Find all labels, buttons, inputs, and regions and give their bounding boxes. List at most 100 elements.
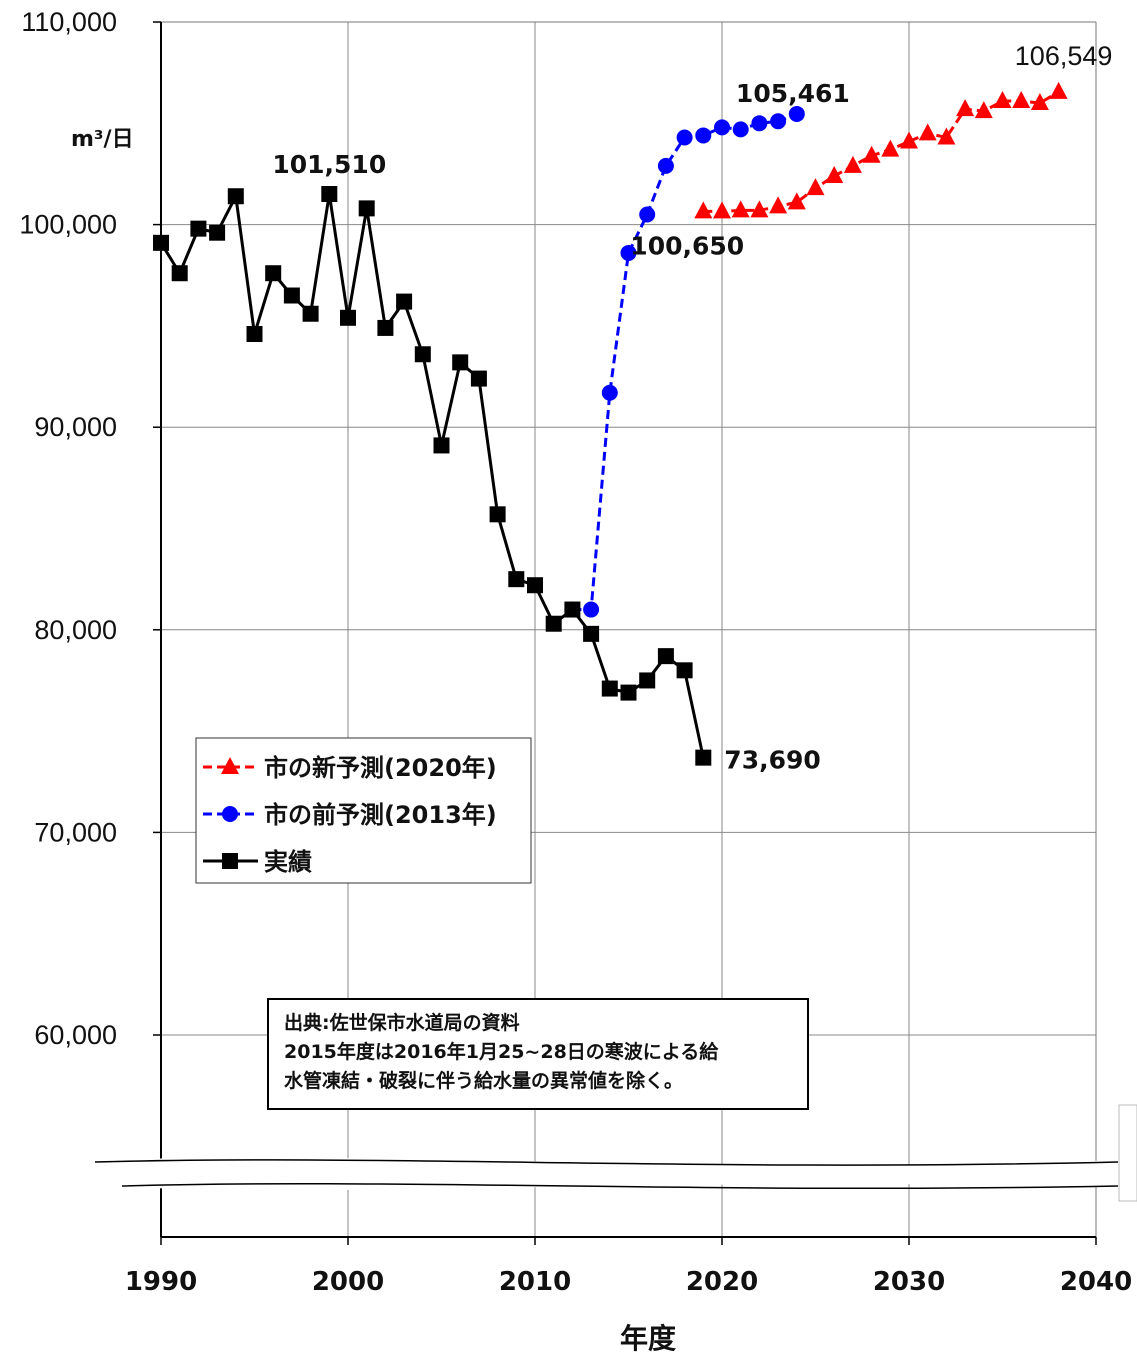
data-point bbox=[657, 648, 674, 665]
data-point bbox=[937, 127, 956, 145]
data-point bbox=[1012, 91, 1031, 109]
data-point bbox=[601, 384, 618, 401]
data-label: 73,690 bbox=[724, 746, 820, 775]
y-tick-label: 100,000 bbox=[19, 210, 117, 240]
series-layer bbox=[153, 81, 1068, 766]
x-tick-label: 2030 bbox=[873, 1267, 945, 1297]
series-line bbox=[703, 90, 1060, 213]
data-point bbox=[731, 200, 750, 218]
source-note: 出典:佐世保市水道局の資料 2015年度は2016年1月25~28日の寒波による… bbox=[267, 998, 809, 1110]
axis-break-band bbox=[95, 1157, 1120, 1191]
data-point bbox=[787, 192, 806, 210]
legend-item-2: 実績 bbox=[203, 848, 312, 876]
x-tick-label: 1990 bbox=[125, 1267, 197, 1297]
data-point bbox=[527, 577, 543, 594]
data-point bbox=[825, 165, 844, 183]
data-label: 105,461 bbox=[736, 79, 850, 108]
series-1 bbox=[564, 105, 805, 618]
data-label: 100,650 bbox=[630, 231, 744, 260]
data-point bbox=[770, 113, 787, 130]
data-point bbox=[657, 157, 674, 174]
data-point bbox=[340, 309, 356, 326]
y-tick-label: 60,000 bbox=[34, 1020, 117, 1050]
data-point bbox=[900, 131, 918, 149]
legend-swatch-marker bbox=[221, 757, 239, 774]
data-point bbox=[396, 293, 413, 310]
data-point bbox=[470, 370, 487, 387]
data-point bbox=[601, 680, 618, 697]
series-line bbox=[572, 112, 798, 612]
data-point bbox=[302, 305, 319, 322]
axis-break-mask-right bbox=[1118, 1104, 1137, 1202]
data-point bbox=[788, 105, 805, 122]
data-point bbox=[545, 615, 562, 632]
axis-break-mask-left bbox=[0, 1164, 121, 1298]
legend-label: 市の前予測(2013年) bbox=[264, 801, 497, 829]
x-tick-label: 2000 bbox=[312, 1267, 384, 1297]
axis-break-line-top bbox=[94, 1159, 1119, 1166]
series-0 bbox=[694, 81, 1068, 219]
data-point bbox=[583, 601, 600, 618]
data-point bbox=[676, 662, 693, 679]
note-line-2: 2015年度は2016年1月25~28日の寒波による給 bbox=[284, 1040, 719, 1063]
legend-swatch-marker bbox=[222, 806, 238, 822]
data-point bbox=[433, 437, 450, 454]
data-point bbox=[209, 224, 226, 241]
data-point bbox=[414, 346, 431, 363]
note-line-3: 水管凍結・破裂に伴う給水量の異常値を除く。 bbox=[284, 1069, 683, 1092]
data-point bbox=[695, 749, 712, 766]
series-2 bbox=[153, 186, 712, 766]
note-box bbox=[267, 998, 809, 1110]
x-tick-label: 2040 bbox=[1060, 1267, 1132, 1297]
x-tick-label: 2010 bbox=[499, 1267, 571, 1297]
data-point bbox=[227, 188, 244, 205]
data-point bbox=[956, 99, 975, 117]
data-point bbox=[732, 121, 749, 138]
data-point bbox=[377, 319, 394, 336]
data-label: 106,549 bbox=[1015, 41, 1113, 71]
data-point bbox=[583, 625, 600, 642]
axis-break bbox=[0, 1104, 1137, 1298]
y-axis-unit: m³/日 bbox=[71, 127, 134, 152]
data-point bbox=[695, 127, 712, 144]
data-point bbox=[713, 201, 731, 219]
y-tick-label: 70,000 bbox=[34, 817, 117, 847]
data-point bbox=[843, 155, 862, 173]
data-point bbox=[620, 244, 637, 261]
data-point bbox=[620, 684, 637, 701]
axes: 60,000 70,000 80,000 90,000 100,000 110,000 19… bbox=[19, 7, 1132, 1297]
y-tick-label: 110,000 bbox=[21, 7, 117, 37]
data-point bbox=[769, 196, 788, 214]
x-tick-label: 2020 bbox=[686, 1267, 758, 1297]
data-point bbox=[751, 115, 768, 132]
data-point bbox=[508, 571, 525, 588]
legend-box bbox=[195, 737, 532, 884]
data-point bbox=[881, 139, 900, 157]
data-point bbox=[246, 326, 263, 343]
note-line-1: 出典:佐世保市水道局の資料 bbox=[284, 1011, 520, 1034]
data-point bbox=[265, 265, 282, 282]
data-point bbox=[993, 91, 1012, 109]
annotations: 101,510 105,461 100,650 106,549 73,690 bbox=[272, 41, 1112, 775]
data-point bbox=[452, 354, 469, 371]
data-point bbox=[918, 123, 937, 141]
data-point bbox=[639, 672, 656, 689]
data-point bbox=[564, 601, 581, 618]
data-point bbox=[694, 201, 713, 219]
data-point bbox=[676, 129, 693, 146]
legend-label: 実績 bbox=[264, 848, 312, 876]
data-point bbox=[806, 178, 825, 196]
legend-swatch-marker bbox=[222, 853, 238, 869]
axis-break-line-bottom bbox=[121, 1182, 1119, 1190]
data-point bbox=[750, 200, 769, 218]
legend: 市の新予測(2020年) 市の前予測(2013年) 実績 bbox=[195, 737, 532, 884]
legend-item-1: 市の前予測(2013年) bbox=[203, 801, 497, 829]
data-point bbox=[1030, 93, 1049, 111]
data-point bbox=[862, 145, 881, 163]
data-label: 101,510 bbox=[272, 150, 386, 179]
data-point bbox=[714, 119, 730, 136]
legend-item-0: 市の新予測(2020年) bbox=[203, 754, 497, 782]
data-point bbox=[489, 506, 506, 523]
data-point bbox=[1049, 81, 1068, 99]
legend-label: 市の新予測(2020年) bbox=[264, 754, 497, 782]
